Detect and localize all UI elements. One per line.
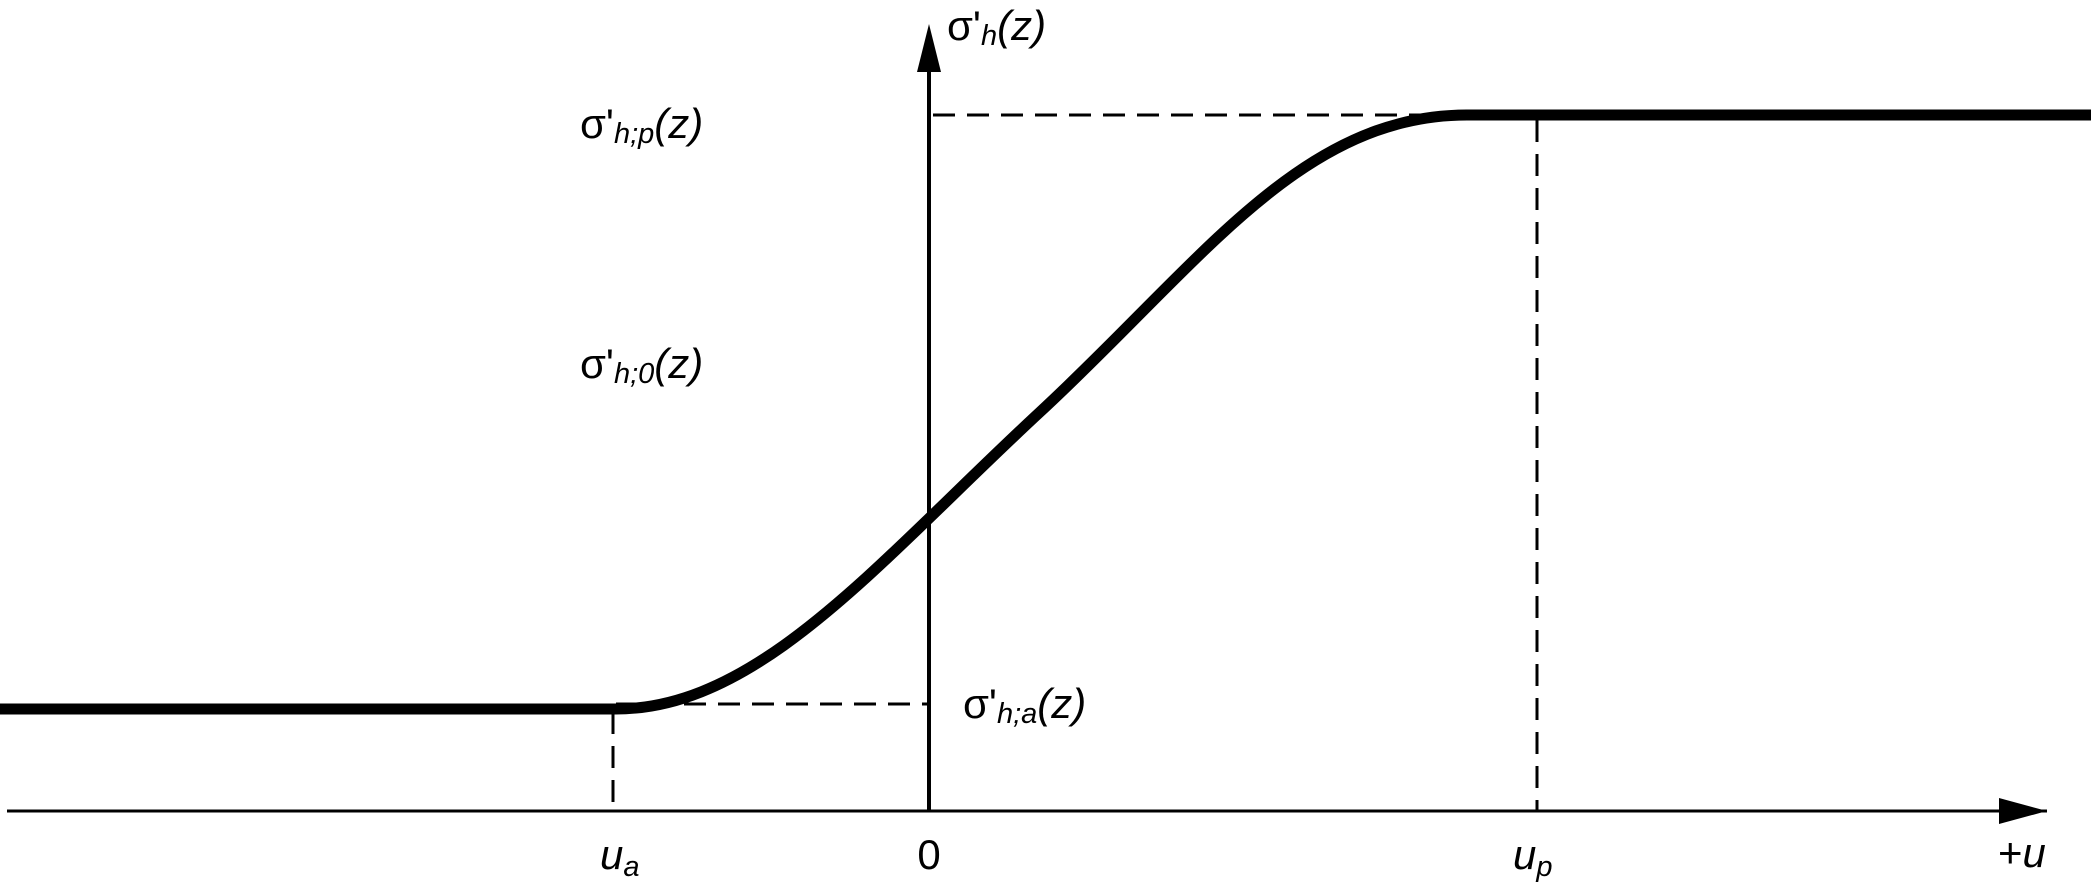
origin-label: 0	[917, 831, 940, 878]
up-label: up	[1513, 831, 1553, 883]
y-axis-label: σ'h(z)	[947, 2, 1046, 52]
passive-stress-label: σ'h;p(z)	[580, 100, 703, 150]
x-arrow	[1999, 798, 2047, 824]
ua-label: ua	[600, 831, 640, 883]
x-axis-label: +u	[1998, 829, 2046, 876]
stress-curve	[0, 109, 2091, 715]
rest-stress-label: σ'h;0(z)	[580, 340, 703, 390]
active-stress-label: σ'h;a(z)	[963, 680, 1086, 730]
y-arrow	[917, 24, 941, 72]
